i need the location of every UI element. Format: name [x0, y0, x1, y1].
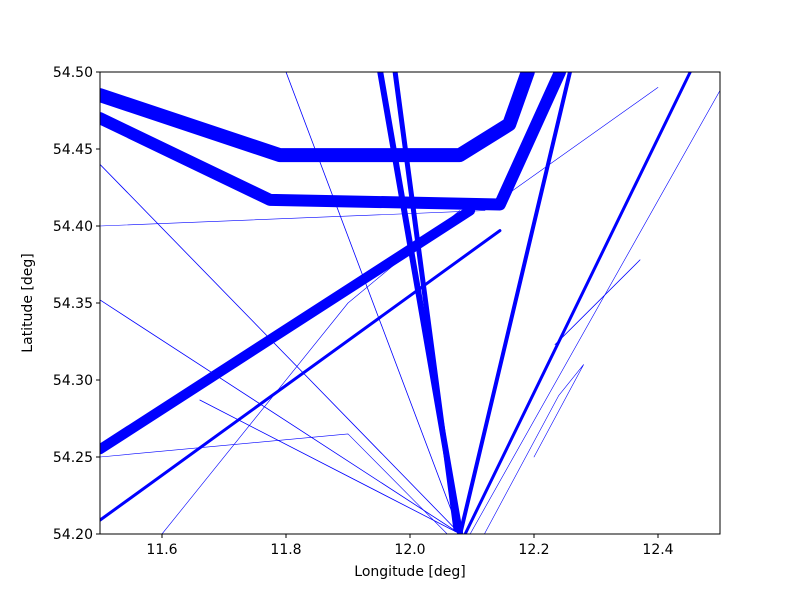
- y-axis-label: Latitude [deg]: [20, 253, 36, 352]
- y-tick-label: 54.45: [53, 142, 93, 158]
- x-tick-label: 12.2: [518, 542, 549, 558]
- ship-track: [199, 399, 461, 534]
- ship-track: [100, 164, 461, 534]
- y-tick-label: 54.25: [53, 450, 93, 466]
- ship-track: [484, 364, 584, 534]
- ship-track: [100, 433, 448, 534]
- x-tick-label: 12.0: [394, 542, 425, 558]
- y-tick-label: 54.20: [53, 527, 93, 543]
- ship-track: [100, 72, 535, 163]
- ship-track: [463, 72, 692, 534]
- ship-track: [100, 87, 659, 227]
- ship-track: [392, 72, 459, 532]
- y-tick-label: 54.30: [53, 373, 93, 389]
- y-tick-label: 54.35: [53, 296, 93, 312]
- ship-track: [469, 90, 720, 534]
- ship-track: [458, 72, 572, 534]
- ship-track: [100, 299, 461, 534]
- y-tick-label: 54.50: [53, 65, 93, 81]
- x-tick-label: 11.6: [146, 542, 177, 558]
- ship-track: [285, 72, 461, 534]
- x-tick-label: 12.4: [642, 542, 673, 558]
- axes-frame: [99, 71, 721, 535]
- y-tick-label: 54.40: [53, 219, 93, 235]
- plot-area: [100, 72, 720, 534]
- ship-track: [100, 72, 567, 211]
- x-tick-label: 11.8: [270, 542, 301, 558]
- ship-track: [554, 259, 641, 345]
- ship-track: [100, 229, 502, 522]
- ship-track: [161, 210, 460, 534]
- x-axis-label: Longitude [deg]: [354, 564, 465, 580]
